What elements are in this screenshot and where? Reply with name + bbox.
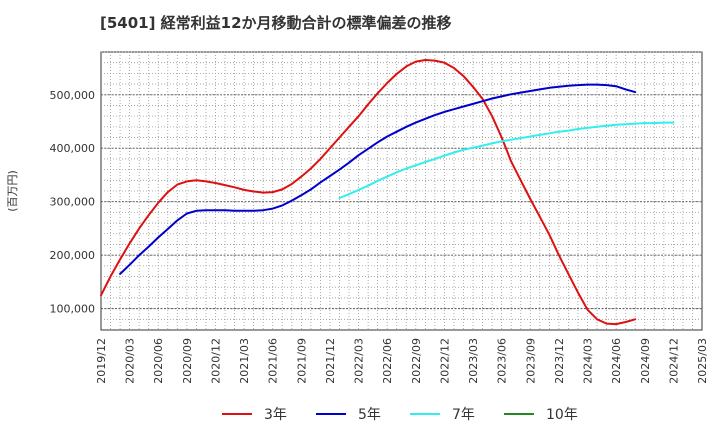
x-tick-label: 2021/12 <box>324 338 337 384</box>
x-tick-label: 2021/06 <box>267 338 280 384</box>
x-tick-label: 2023/06 <box>496 338 509 384</box>
series-line-3 <box>338 121 675 199</box>
legend-label-3: 7年 <box>452 407 475 423</box>
y-tick-label: 100,000 <box>50 303 96 316</box>
legend-label-1: 3年 <box>264 407 287 423</box>
x-tick-label: 2024/06 <box>610 338 623 384</box>
x-tick-label: 2020/09 <box>181 338 194 384</box>
x-tick-label: 2024/12 <box>667 338 680 384</box>
x-tick-label: 2022/12 <box>438 338 451 384</box>
series-line-2 <box>119 83 637 275</box>
x-tick-label: 2021/09 <box>295 338 308 384</box>
x-tick-label: 2024/09 <box>639 338 652 384</box>
x-tick-label: 2020/06 <box>152 338 165 384</box>
x-tick-label: 2023/03 <box>467 338 480 384</box>
chart-title: [5401] 経常利益12か月移動合計の標準偏差の推移 <box>100 14 452 32</box>
y-axis-label: (百万円) <box>6 170 19 212</box>
x-tick-label: 2025/03 <box>696 338 709 384</box>
legend-label-4: 10年 <box>546 407 578 423</box>
x-tick-label: 2024/03 <box>582 338 595 384</box>
x-tick-label: 2023/09 <box>524 338 537 384</box>
x-tick-label: 2021/03 <box>238 338 251 384</box>
x-tick-label: 2022/03 <box>353 338 366 384</box>
x-tick-label: 2022/09 <box>410 338 423 384</box>
x-tick-label: 2023/12 <box>553 338 566 384</box>
y-tick-label: 200,000 <box>50 249 96 262</box>
legend-label-2: 5年 <box>358 407 381 423</box>
y-tick-label: 400,000 <box>50 142 96 155</box>
x-tick-label: 2022/06 <box>381 338 394 384</box>
y-tick-label: 300,000 <box>50 196 96 209</box>
y-tick-label: 500,000 <box>50 89 96 102</box>
x-tick-label: 2020/03 <box>124 338 137 384</box>
x-tick-label: 2019/12 <box>95 338 108 384</box>
x-tick-label: 2020/12 <box>209 338 222 384</box>
series-line-1 <box>100 59 637 326</box>
